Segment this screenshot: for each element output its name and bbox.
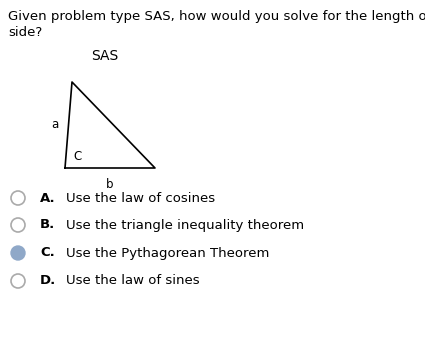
- Text: a: a: [52, 118, 59, 132]
- Ellipse shape: [11, 246, 25, 260]
- Text: C: C: [73, 150, 81, 163]
- Ellipse shape: [11, 274, 25, 288]
- Text: Use the law of cosines: Use the law of cosines: [66, 192, 215, 205]
- Text: A.: A.: [40, 192, 56, 205]
- Ellipse shape: [11, 191, 25, 205]
- Text: Use the Pythagorean Theorem: Use the Pythagorean Theorem: [66, 247, 269, 260]
- Ellipse shape: [11, 218, 25, 232]
- Text: side?: side?: [8, 26, 42, 39]
- Text: b: b: [106, 178, 114, 191]
- Text: Use the triangle inequality theorem: Use the triangle inequality theorem: [66, 219, 304, 232]
- Text: SAS: SAS: [91, 49, 119, 63]
- Text: D.: D.: [40, 275, 56, 288]
- Text: C.: C.: [40, 247, 55, 260]
- Text: Given problem type SAS, how would you solve for the length of the remaining: Given problem type SAS, how would you so…: [8, 10, 425, 23]
- Text: Use the law of sines: Use the law of sines: [66, 275, 200, 288]
- Text: B.: B.: [40, 219, 55, 232]
